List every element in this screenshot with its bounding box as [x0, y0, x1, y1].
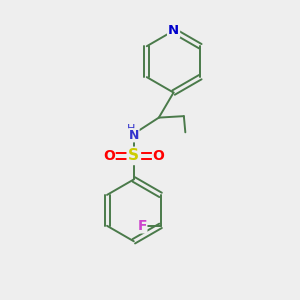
Text: N: N [168, 24, 179, 37]
Text: F: F [137, 219, 147, 233]
Text: S: S [128, 148, 139, 164]
Text: O: O [103, 149, 115, 163]
Text: N: N [129, 129, 139, 142]
Text: H: H [127, 124, 135, 134]
Text: O: O [153, 149, 164, 163]
